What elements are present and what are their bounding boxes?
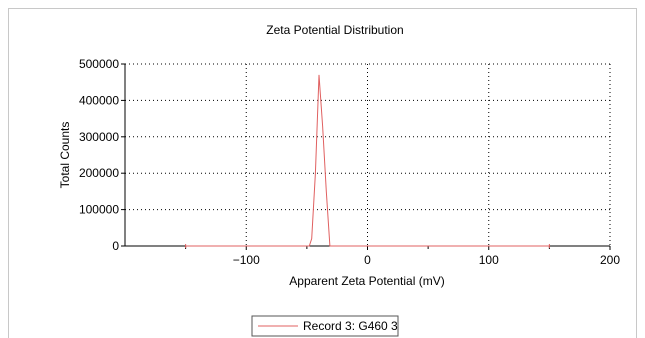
chart-title: Zeta Potential Distribution (266, 23, 403, 37)
x-tick-label: 100 (479, 253, 499, 267)
legend-label: Record 3: G460 3 (303, 319, 398, 333)
legend-box (251, 315, 399, 337)
y-tick-label: 400000 (79, 93, 119, 107)
x-tick-label: 200 (600, 253, 620, 267)
y-tick-label: 100000 (79, 203, 119, 217)
legend: Record 3: G460 3 (251, 315, 399, 337)
axes (121, 63, 611, 250)
chart-frame (8, 8, 637, 338)
x-tick-label: −100 (233, 253, 260, 267)
x-tick-label: 0 (364, 253, 371, 267)
series-layer (185, 74, 550, 248)
y-tick-label: 300000 (79, 130, 119, 144)
y-tick-label: 500000 (79, 57, 119, 71)
grid (125, 63, 611, 246)
y-tick-label: 0 (112, 239, 119, 253)
tick-labels: 0 100000 200000 300000 400000 500000 −100 0 100 2… (79, 57, 620, 267)
y-axis-title: Total Counts (58, 122, 72, 189)
series-line (185, 74, 550, 247)
x-axis-title: Apparent Zeta Potential (mV) (289, 274, 444, 288)
y-tick-label: 200000 (79, 166, 119, 180)
